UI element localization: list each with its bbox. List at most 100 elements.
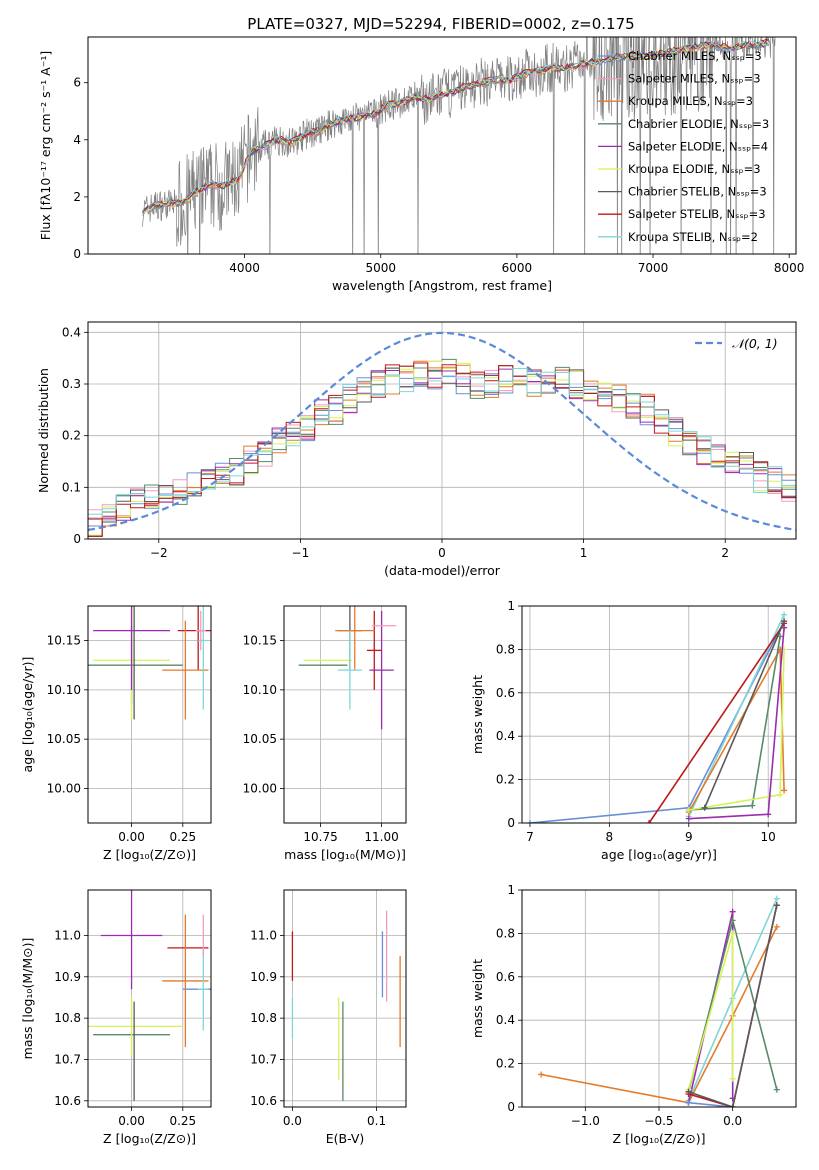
legend-label: Kroupa MILES, Nₛₛₚ=3: [628, 94, 753, 108]
y-tick-label: 10.8: [250, 1011, 277, 1025]
y-tick-label: 0: [73, 247, 81, 261]
x-tick-label: 0.1: [367, 1114, 386, 1128]
chart-residuals: −2 −1 0 1 2 0 0.1 0.2 0.3 0.4 (data-model)/error No…: [36, 321, 797, 578]
y-tick-label: 0: [73, 532, 81, 546]
chart-mass_vs_EBV: 0.0 0.1 10.6 10.7 10.8 10.9 11.0 E(B-V): [250, 889, 407, 1146]
y-tick-label: 0.2: [496, 1057, 515, 1071]
axes-frame: [521, 605, 797, 824]
y-tick-label: 1: [507, 599, 515, 613]
y-axis-label: age [log₁₀(age/yr)]: [20, 657, 35, 773]
errorbar-point: [366, 610, 382, 690]
axes-frame: [521, 889, 797, 1108]
x-tick-label: 9: [685, 830, 693, 844]
plus-marker: [729, 930, 736, 937]
errorbar-point: [198, 947, 209, 1031]
errorbar-point: [88, 997, 183, 1056]
y-axis-label: mass weight: [470, 959, 485, 1038]
plot-area: [88, 890, 211, 1107]
legend-label: Chabrier ELODIE, Nₛₛₚ=3: [628, 117, 769, 131]
plus-marker: [781, 618, 788, 625]
x-axis-label: E(B-V): [326, 1131, 365, 1146]
observed-spectrum-line: [142, 37, 776, 254]
x-tick-label: −2: [150, 546, 168, 560]
legend: Chabrier MILES, Nₛₛₚ=3 Salpeter MILES, Nₛ…: [598, 49, 769, 244]
y-tick-label: 0.2: [62, 429, 81, 443]
legend-label: Salpeter MILES, Nₛₛₚ=3: [628, 72, 761, 86]
x-tick-label: 7: [526, 830, 534, 844]
x-tick-label: 6000: [502, 261, 533, 275]
y-tick-label: 0.8: [496, 642, 515, 656]
x-tick-label: −1.0: [571, 1114, 600, 1128]
axes-frame: [87, 36, 797, 255]
x-tick-label: 10: [761, 830, 776, 844]
y-tick-label: 10.6: [250, 1094, 277, 1108]
plus-marker: [781, 611, 788, 618]
y-tick-label: 10.7: [54, 1052, 81, 1066]
chart-mass_vs_Z: 0.00 0.25 10.6 10.7 10.8 10.9 11.0 Z [log₁₀(Z/Z…: [20, 889, 212, 1146]
y-axis-label: mass [log₁₀(M/M⊙)]: [20, 938, 35, 1060]
axes-frame: [87, 321, 797, 540]
y-tick-label: 10.15: [47, 634, 81, 648]
plus-marker: [685, 815, 692, 822]
plus-marker: [685, 1099, 692, 1106]
legend-label: 𝒩(0, 1): [732, 336, 778, 351]
x-axis-label: age [log₁₀(age/yr)]: [601, 847, 717, 862]
model-spectrum-line: [142, 38, 769, 213]
y-tick-label: 0: [507, 1100, 515, 1114]
y-tick-label: 10.15: [243, 634, 277, 648]
axes-frame: [283, 889, 407, 1108]
y-tick-label: 0.1: [62, 480, 81, 494]
plus-marker: [749, 802, 756, 809]
mass-weight-line: [703, 620, 785, 809]
legend-label: Salpeter STELIB, Nₛₛₚ=3: [628, 207, 766, 221]
errorbar-point: [162, 914, 209, 1048]
mass-weight-line: [648, 622, 785, 823]
gaussian-curve: [88, 331, 796, 531]
plot-area: [522, 606, 796, 823]
histogram-step: [88, 368, 796, 515]
mass-weight-line: [541, 926, 778, 1104]
y-tick-label: 10.10: [243, 683, 277, 697]
x-tick-label: 8000: [774, 261, 805, 275]
x-axis-label: wavelength [Angstrom, rest frame]: [332, 278, 552, 293]
y-tick-label: 0.6: [496, 970, 515, 984]
model-spectrum-line: [142, 39, 770, 213]
x-tick-label: 0.00: [118, 830, 145, 844]
plus-marker: [773, 895, 780, 902]
plus-marker: [526, 820, 533, 823]
y-tick-label: 0.4: [62, 325, 81, 339]
y-tick-label: 0.4: [496, 729, 515, 743]
x-tick-label: 0: [438, 546, 446, 560]
x-tick-label: 0.00: [118, 1114, 145, 1128]
mass-weight-line: [529, 620, 785, 823]
x-tick-label: 7000: [638, 261, 669, 275]
x-tick-label: 8: [606, 830, 614, 844]
y-tick-label: 10.05: [47, 732, 81, 746]
legend-label: Salpeter ELODIE, Nₛₛₚ=4: [628, 139, 768, 153]
plot-area: [88, 322, 796, 539]
errorbar-point: [162, 620, 209, 720]
y-tick-label: 10.7: [250, 1052, 277, 1066]
x-axis-label: Z [log₁₀(Z/Z⊙)]: [613, 1131, 706, 1146]
chart-spectrum: 4000 5000 6000 7000 8000 0 2 4 6 wavelength [Angs…: [38, 36, 805, 293]
plot-area: [284, 890, 406, 1107]
y-tick-label: 2: [73, 190, 81, 204]
x-axis-label: (data-model)/error: [384, 563, 501, 578]
errorbar-point: [198, 606, 209, 710]
y-tick-label: 10.9: [250, 970, 277, 984]
chart-age_vs_Z: 0.00 0.25 10.00 10.05 10.10 10.15 Z [log₁₀(Z/Z…: [20, 605, 212, 862]
y-tick-label: 0: [507, 816, 515, 830]
x-tick-label: 0.0: [283, 1114, 302, 1128]
plus-marker: [765, 811, 772, 818]
plot-area: [522, 890, 796, 1107]
plus-marker: [777, 791, 784, 798]
axes-frame: [87, 605, 212, 824]
x-axis-label: Z [log₁₀(Z/Z⊙)]: [103, 847, 196, 862]
x-tick-label: 4000: [229, 261, 260, 275]
figure-title: PLATE=0327, MJD=52294, FIBERID=0002, z=0…: [247, 15, 634, 33]
plus-marker: [729, 908, 736, 915]
y-axis-label: Flux [fλ10⁻¹⁷ erg cm⁻² s⁻¹ A⁻¹]: [38, 51, 53, 240]
x-tick-label: 5000: [365, 261, 396, 275]
x-tick-label: 1: [580, 546, 588, 560]
